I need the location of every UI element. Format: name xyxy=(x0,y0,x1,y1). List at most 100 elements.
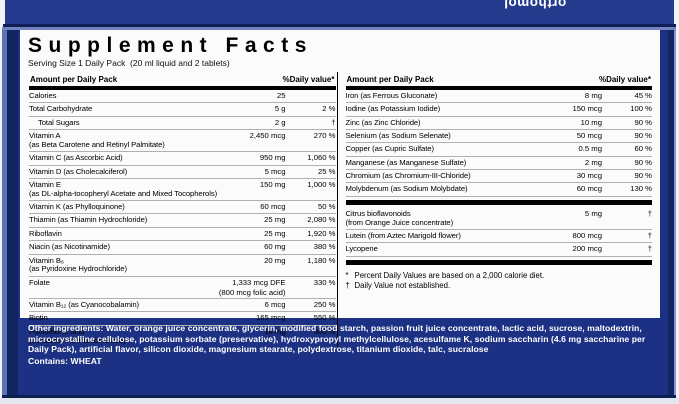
nutrient-daily-value: 380 % xyxy=(313,242,336,252)
contains-label: Contains: xyxy=(28,356,69,367)
other-ingredients-label: Other ingredients: xyxy=(28,323,104,333)
nutrient-name: Zinc (as Zinc Chloride) xyxy=(345,117,421,127)
nutrient-name: Vitamin A xyxy=(29,131,61,141)
nutrient-amount: 165 mcg xyxy=(256,313,286,323)
nutrient-name: Chromium (as Chromium-III-Chloride) xyxy=(345,171,471,181)
nutrient-name: Iodine (as Potassium Iodide) xyxy=(345,104,441,114)
nutrient-table-right: Amount per Daily Pack %Daily value* Iron… xyxy=(336,72,654,347)
table-row: Calories 25 xyxy=(29,90,336,104)
table-row: Iodine (as Potassium Iodide) 150 mcg 100 % xyxy=(345,103,652,117)
nutrient-amount: 2 g xyxy=(274,117,286,127)
nutrient-daily-value: 90 % xyxy=(634,117,652,127)
section-divider-bar xyxy=(345,259,652,265)
nutrient-amount: 950 mg xyxy=(259,153,286,163)
nutrient-amount: 800 mcg xyxy=(572,230,603,240)
table-row: Manganese (as Manganese Sulfate) 2 mg 90 % xyxy=(345,157,652,171)
nutrient-amount: 60 mcg xyxy=(576,184,602,194)
table-row: Vitamin K (as Phylloquinone) 60 mcg 50 % xyxy=(29,201,336,215)
nutrient-daily-value: 90 % xyxy=(634,131,652,141)
box-right-bevel xyxy=(674,30,676,398)
nutrient-amount: 0.5 mg xyxy=(578,144,602,154)
nutrient-amount: 8 mg xyxy=(584,91,602,101)
nutrient-name: Pantothenic acid xyxy=(29,326,85,336)
nutrient-amount: 60 mcg xyxy=(260,202,286,212)
supplement-facts-title: Supplement Facts xyxy=(28,34,313,57)
table-row: Thiamin (as Thiamin Hydrochloride) 25 mg 2… xyxy=(29,214,336,228)
header-daily-value: %Daily value* xyxy=(598,75,651,85)
supplement-facts-label: Supplement Facts Serving Size 1 Daily Pa… xyxy=(20,30,660,347)
table-header: Amount per Daily Pack %Daily value* xyxy=(29,72,336,86)
nutrient-amount: 5 mg xyxy=(584,208,602,218)
nutrient-daily-value: 250 % xyxy=(313,300,336,310)
table-row: Total Carbohydrate 5 g 2 % xyxy=(29,103,336,117)
nutrient-daily-value: 25 % xyxy=(317,166,336,176)
table-row: Selenium (as Sodium Selenate) 50 mcg 90 % xyxy=(345,130,652,144)
box-left-bevel xyxy=(2,30,7,398)
nutrient-name: Manganese (as Manganese Sulfate) xyxy=(345,157,467,167)
nutrient-daily-value: 1,180 % xyxy=(307,255,336,265)
header-daily-value: %Daily value* xyxy=(282,75,335,85)
section-divider-bar xyxy=(345,199,652,205)
nutrient-name: Vitamin C (as Ascorbic Acid) xyxy=(29,153,123,163)
other-ingredients-body: Water, orange juice concentrate, glyceri… xyxy=(28,323,646,355)
header-amount: Amount per Daily Pack xyxy=(346,75,434,85)
nutrient-amount: 25 xyxy=(276,91,286,101)
table-row: Copper (as Cupric Sulfate) 0.5 mg 60 % xyxy=(345,143,652,157)
table-row: Folate 1,333 mcg DFE 330 % (800 mcg folic a… xyxy=(29,277,336,300)
nutrient-name: Biotin xyxy=(29,313,48,323)
nutrient-name: Calories xyxy=(29,91,57,101)
nutrient-name: Vitamin D (as Cholecalciferol) xyxy=(29,166,128,176)
table-row: Citrus bioflavonoids 5 mg † (from Orange Ju… xyxy=(345,208,652,230)
box-fold-shadow xyxy=(3,24,676,27)
table-row: Vitamin E 150 mg 1,000 % (as DL-alpha-tocop… xyxy=(29,179,336,202)
nutrient-name: Selenium (as Sodium Selenate) xyxy=(345,131,451,141)
nutrient-amount: 30 mcg xyxy=(576,171,602,181)
nutrient-columns: Amount per Daily Pack %Daily value* Calo… xyxy=(27,72,653,347)
nutrient-daily-value: 50 % xyxy=(317,202,336,212)
nutrient-amount: 50 mcg xyxy=(576,131,602,141)
nutrient-name: Iron (as Ferrous Gluconate) xyxy=(345,91,438,101)
nutrient-daily-value: 270 % xyxy=(313,131,336,141)
nutrient-rows-right: Iron (as Ferrous Gluconate) 8 mg 45 % Iodin… xyxy=(345,90,652,268)
nutrient-source: (as Calcium D-Pantothenate) xyxy=(29,335,126,345)
nutrient-daily-value: † xyxy=(647,230,652,240)
nutrient-daily-value: 60 % xyxy=(634,144,652,154)
table-row: Vitamin D (as Cholecalciferol) 5 mcg 25 % xyxy=(29,166,336,179)
table-row: Chromium (as Chromium-III-Chloride) 30 mc… xyxy=(345,170,652,184)
nutrient-amount: 150 mg xyxy=(259,179,286,189)
nutrient-source: (as Pyridoxine Hydrochloride) xyxy=(29,264,127,274)
nutrient-amount: 20 mg xyxy=(264,255,286,265)
header-amount: Amount per Daily Pack xyxy=(30,75,118,85)
nutrient-name: Molybdenum (as Sodium Molybdate) xyxy=(345,184,468,194)
nutrient-daily-value: 330 % xyxy=(313,277,336,287)
nutrient-name: Vitamin B₆ xyxy=(29,255,64,265)
nutrient-daily-value: 2,080 % xyxy=(307,215,336,225)
nutrient-amount: 150 mcg xyxy=(572,104,603,114)
header-bar xyxy=(345,86,652,91)
table-row: Total Sugars 2 g † xyxy=(29,117,336,131)
table-row: Lycopene 200 mcg † xyxy=(345,243,652,257)
nutrient-name: Vitamin K (as Phylloquinone) xyxy=(29,202,125,212)
nutrient-name: Total Carbohydrate xyxy=(29,104,93,114)
nutrient-amount: 25 mg xyxy=(264,228,286,238)
table-row: Iron (as Ferrous Gluconate) 8 mg 45 % xyxy=(345,90,652,104)
table-row: Biotin 165 mcg 550 % xyxy=(29,312,336,326)
nutrient-name: Riboflavin xyxy=(29,228,62,238)
other-ingredients-text: Other ingredients: Water, orange juice c… xyxy=(28,323,656,367)
nutrient-amount: 60 mg xyxy=(264,242,286,252)
nutrient-amount: 6 mcg xyxy=(264,300,286,310)
nutrient-amount: 25 mg xyxy=(264,215,286,225)
box-left-edge xyxy=(7,30,18,398)
box-bottom-edge xyxy=(2,395,676,398)
nutrient-daily-value: 90 % xyxy=(634,157,652,167)
other-ingredients-paragraph: Other ingredients: Water, orange juice c… xyxy=(28,323,656,355)
nutrient-name: Vitamin B₁₂ (as Cyanocobalamin) xyxy=(29,300,140,310)
orthomol-logo-text: orthomol xyxy=(503,0,567,11)
table-row: Lutein (from Aztec Marigold flower) 800 m… xyxy=(345,230,652,244)
nutrient-daily-value: 90 % xyxy=(634,171,652,181)
nutrient-source: (from Orange Juice concentrate) xyxy=(345,217,454,227)
nutrient-daily-value: 1,920 % xyxy=(307,228,336,238)
nutrient-name: Copper (as Cupric Sulfate) xyxy=(345,144,435,154)
table-row: Niacin (as Nicotinamide) 60 mg 380 % xyxy=(29,241,336,255)
